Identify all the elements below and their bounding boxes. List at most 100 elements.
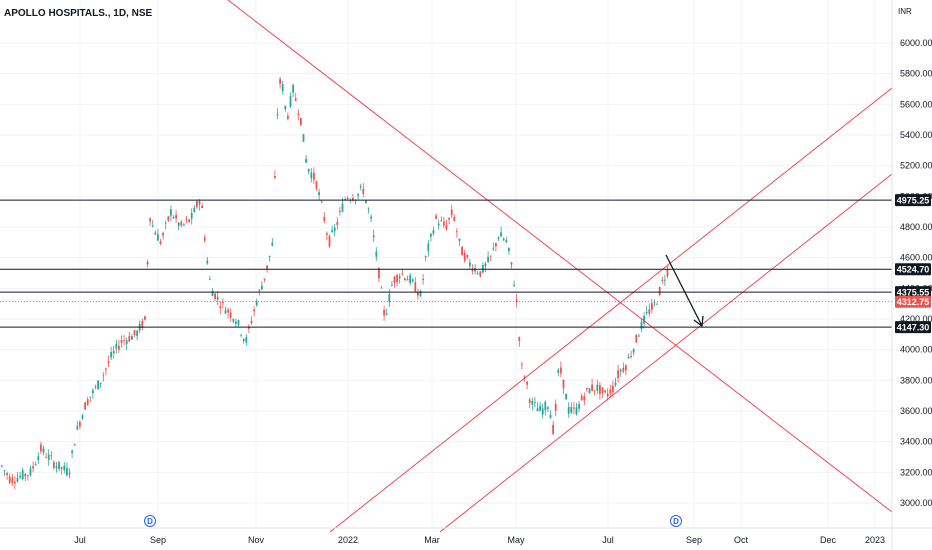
candle-body (201, 205, 203, 208)
chart-title: APOLLO HOSPITALS., 1D, NSE (4, 8, 152, 19)
channel-upper-line (329, 87, 893, 533)
candle-body (318, 192, 320, 195)
candle-body (339, 211, 341, 213)
candle-body (362, 188, 365, 194)
candle-body (656, 303, 658, 305)
candle-body (554, 404, 557, 411)
candle-body (27, 475, 29, 476)
candle-body (549, 414, 552, 419)
candle-body (432, 230, 435, 234)
candle-body (307, 169, 310, 172)
candle-body (557, 369, 560, 373)
level-badge (895, 286, 931, 299)
y-tick-label: 4200.00 (900, 314, 932, 324)
candle-body (185, 219, 188, 221)
y-tick-label: 4000.00 (900, 345, 932, 355)
candle-body (505, 240, 508, 243)
projection-arrow-head (693, 315, 704, 328)
candle-body (294, 98, 297, 101)
candle-body (170, 209, 172, 216)
candle-body (8, 476, 11, 483)
candle-body (544, 401, 547, 411)
candle-body (112, 350, 115, 354)
candle-body (76, 426, 79, 430)
channel-lower-line (439, 173, 893, 533)
candle-body (521, 364, 523, 365)
candle-body (235, 321, 237, 324)
trendlines (227, 0, 893, 533)
candle-body (50, 455, 53, 457)
candle-body (352, 198, 354, 201)
x-tick-label: Jul (602, 535, 614, 545)
candle-body (99, 382, 102, 385)
candle-body (216, 296, 219, 300)
candle-body (388, 294, 391, 303)
candle-body (211, 290, 214, 297)
level-badge (895, 295, 931, 308)
candle-body (495, 243, 497, 247)
candle-body (461, 246, 463, 256)
candle-body (463, 252, 466, 261)
candle-body (658, 287, 661, 296)
candle-body (268, 255, 271, 257)
y-tick-label: 5400.00 (900, 130, 932, 140)
candle-body (547, 407, 549, 409)
candle-body (635, 334, 638, 343)
dividend-marker-text: D (673, 517, 679, 526)
x-tick-label: May (507, 535, 525, 545)
candle-body (81, 415, 84, 419)
candle-body (141, 320, 144, 328)
candle-body (492, 248, 495, 250)
candle-body (146, 261, 149, 265)
candle-body (144, 316, 146, 320)
candle-body (86, 399, 89, 406)
candle-body (414, 282, 417, 292)
candle-body (552, 424, 554, 434)
candle-body (458, 238, 461, 241)
candle-body (84, 402, 86, 410)
candle-body (612, 385, 614, 393)
candle-body (640, 321, 643, 329)
candle-body (237, 320, 240, 325)
x-tick-label: Nov (248, 535, 265, 545)
candle-body (601, 387, 604, 393)
candle-body (172, 217, 175, 219)
candle-body (484, 263, 487, 267)
candle-body (47, 454, 50, 460)
candle-body (367, 208, 370, 210)
candle-body (638, 335, 640, 337)
candle-body (417, 292, 419, 296)
candle-body (102, 375, 105, 377)
candle-body (630, 356, 632, 358)
candle-body (518, 337, 521, 342)
dividend-marker[interactable] (144, 515, 156, 527)
candle-body (250, 320, 253, 324)
candle-body (622, 367, 625, 372)
candle-body (471, 268, 474, 272)
candle-body (617, 370, 619, 378)
level-badge-text: 4147.30 (897, 323, 930, 333)
candle-body (287, 115, 289, 119)
y-tick-label: 5600.00 (900, 99, 932, 109)
projection-arrow (665, 254, 703, 327)
x-tick-label: Sep (686, 535, 702, 545)
candle-body (643, 315, 645, 324)
candle-body (648, 309, 651, 314)
candle-body (89, 396, 92, 398)
candle-body (510, 262, 513, 265)
candle-body (315, 181, 318, 189)
level-badge (895, 263, 931, 276)
candle-body (24, 473, 27, 477)
candle-body (508, 247, 510, 252)
dividend-marker[interactable] (670, 515, 682, 527)
candle-body (232, 319, 235, 322)
candle-body (466, 254, 469, 258)
candle-body (409, 275, 411, 283)
candle-body (482, 264, 484, 273)
candle-body (42, 448, 45, 453)
candle-body (274, 175, 276, 178)
